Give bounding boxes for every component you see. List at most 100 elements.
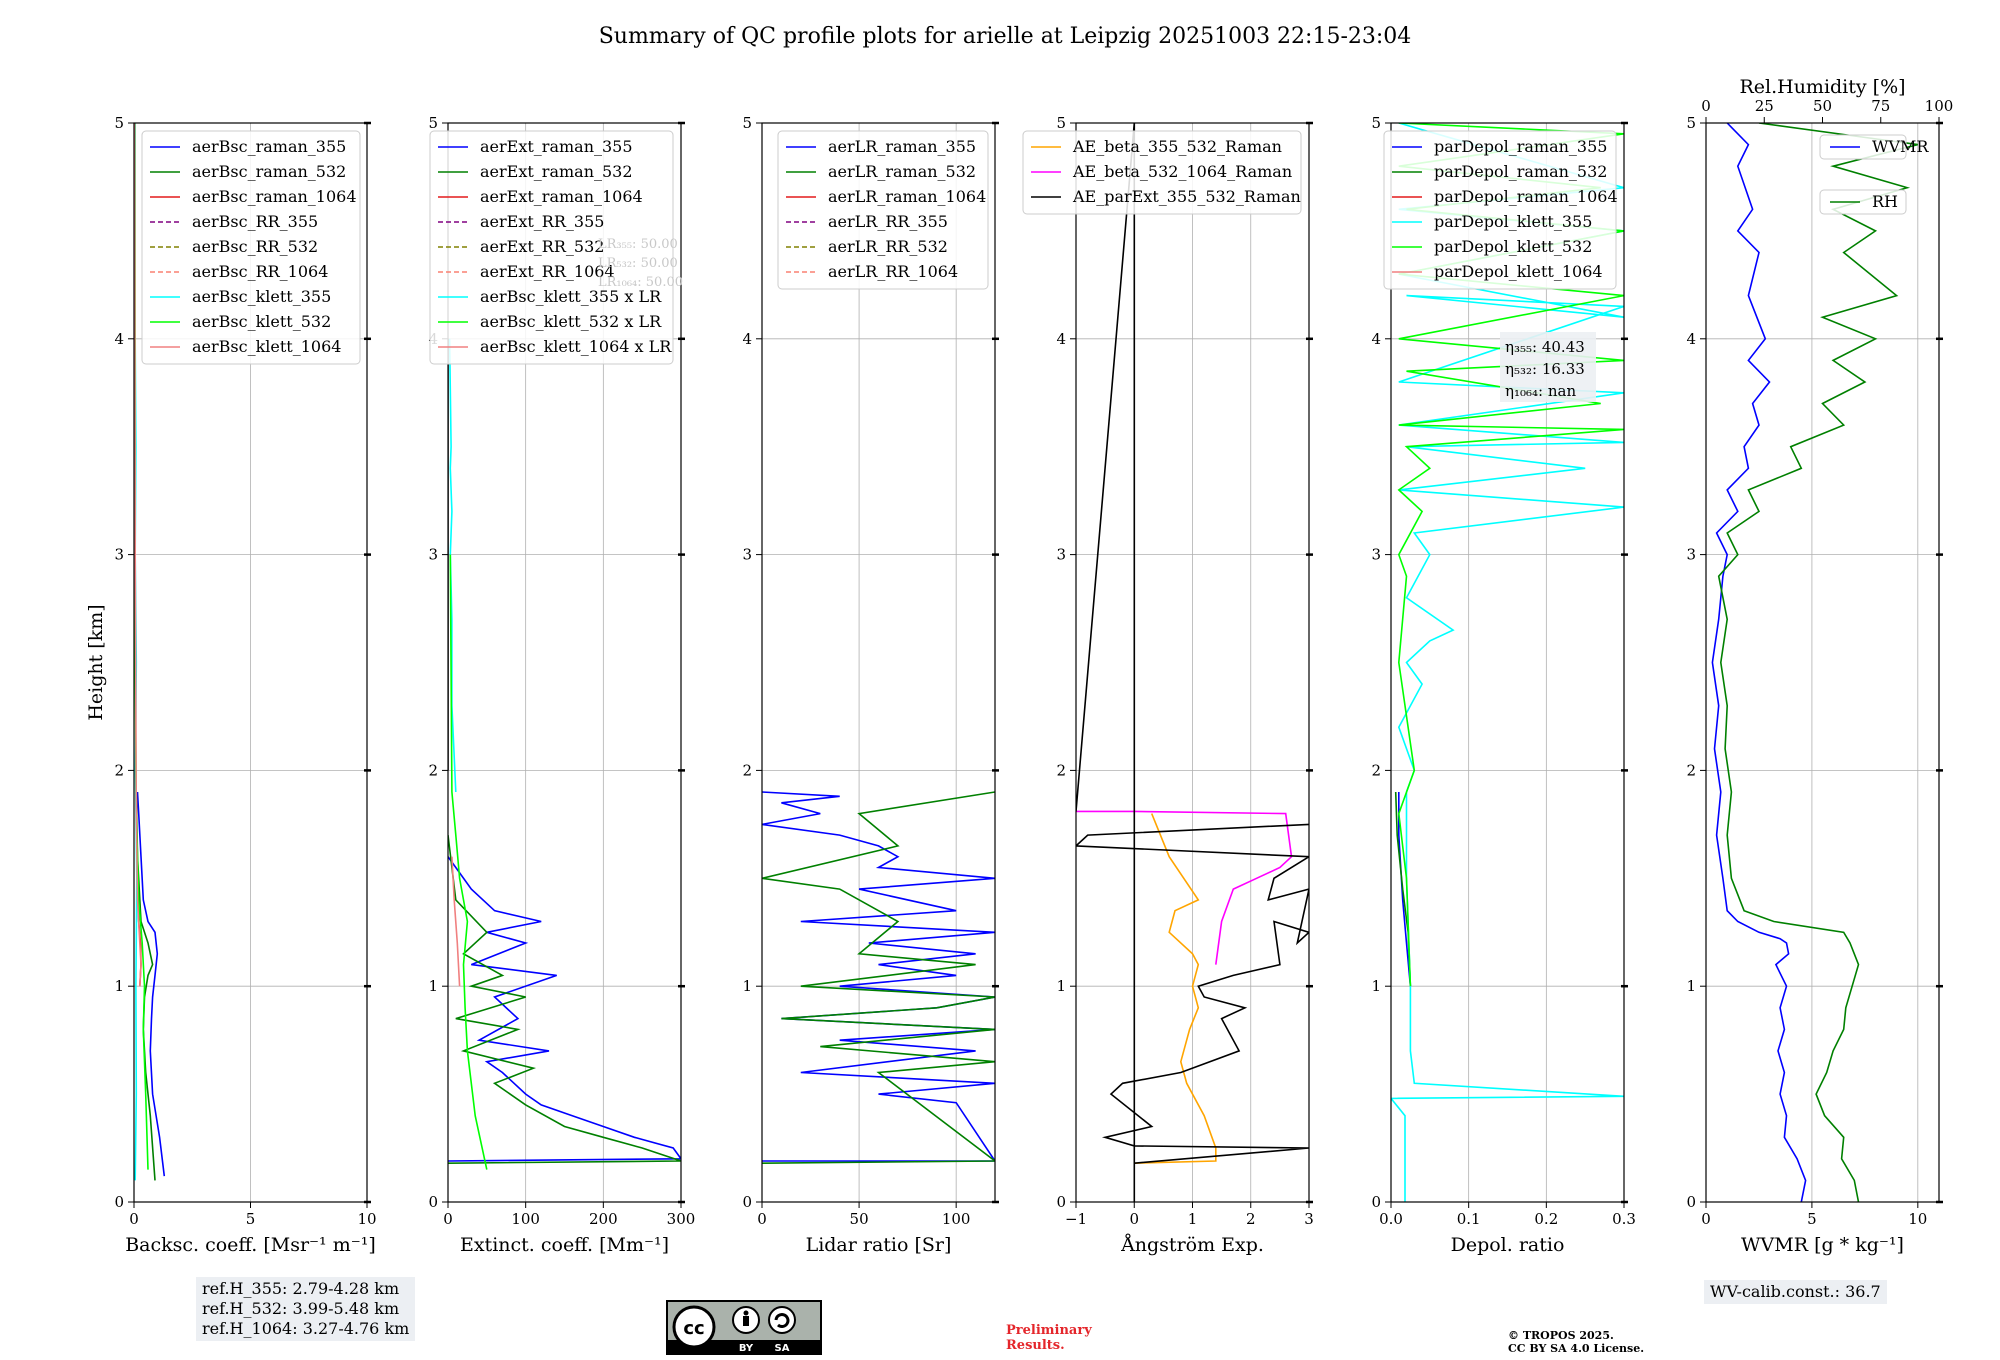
- legend-box: [1819, 189, 1907, 215]
- legend-label: aerExt_RR_1064: [480, 262, 615, 281]
- legend-label: aerBsc_klett_532: [192, 312, 331, 331]
- legend-label: aerBsc_RR_1064: [192, 262, 328, 281]
- series-group: [1076, 123, 1309, 1202]
- top-x-tick-label: 50: [1813, 97, 1832, 115]
- eta-note: η₅₃₂: 16.33: [1505, 360, 1585, 378]
- legend: AE_beta_355_532_Raman AE_beta_532_1064_Ra…: [1022, 130, 1302, 215]
- x-tick-label: 10: [1908, 1210, 1927, 1228]
- lidar-ratio-note: LR₃₅₅: 50.00: [598, 237, 678, 252]
- legend-label: aerBsc_klett_1064 x LR: [480, 337, 672, 356]
- series-line-aerExt_raman_355: [448, 856, 681, 1162]
- series-group: [134, 123, 166, 1181]
- x-tick-label: 0.0: [1379, 1210, 1403, 1228]
- top-x-tick-label: 0: [1701, 97, 1711, 115]
- legend-label: aerBsc_raman_532: [192, 162, 346, 181]
- series-group: [762, 791, 995, 1164]
- copyright-note: © TROPOS 2025. CC BY SA 4.0 License.: [1508, 1329, 1644, 1355]
- y-tick-label: 1: [1686, 977, 1696, 995]
- series-line-parDepol_klett_355: [1391, 123, 1624, 1202]
- y-tick-label: 2: [428, 761, 438, 779]
- y-tick-label: 2: [1056, 761, 1066, 779]
- copyright-line1: © TROPOS 2025.: [1508, 1329, 1614, 1342]
- legend-label: aerLR_RR_355: [828, 212, 948, 231]
- preliminary-results-note: Preliminary Results.: [1006, 1323, 1092, 1353]
- series-line-aerBsc_klett_532 x LR: [449, 554, 488, 1170]
- axes-frame: [1705, 122, 1940, 1203]
- y-tick-label: 0: [742, 1193, 752, 1211]
- axes-frame: [761, 122, 996, 1203]
- y-tick-label: 3: [428, 546, 438, 564]
- x-axis-label: Extinct. coeff. [Mm⁻¹]: [460, 1234, 669, 1256]
- legend-label: aerExt_RR_355: [480, 212, 604, 231]
- x-tick-label: 0: [1129, 1210, 1139, 1228]
- y-tick-label: 5: [428, 114, 438, 132]
- y-tick-label: 2: [1371, 761, 1381, 779]
- x-tick-label: −1: [1065, 1210, 1087, 1228]
- legend-label: RH: [1872, 192, 1898, 211]
- legend-label: aerExt_raman_355: [480, 137, 633, 156]
- legend: aerExt_raman_355 aerExt_raman_532 aerExt_r…: [429, 130, 674, 365]
- copyright-line2: CC BY SA 4.0 License.: [1508, 1342, 1645, 1355]
- legend-label: parDepol_raman_532: [1434, 162, 1607, 181]
- lidar-ratio-note: LR₁₀₆₄: 50.00: [598, 275, 683, 290]
- legend-label: aerExt_RR_532: [480, 237, 604, 256]
- legend-label: aerBsc_raman_1064: [192, 187, 357, 206]
- refh-355: ref.H_355: 2.79-4.28 km: [202, 1279, 400, 1298]
- legend-label: aerBsc_RR_355: [192, 212, 318, 231]
- y-tick-label: 0: [1371, 1193, 1381, 1211]
- y-tick-label: 0: [1056, 1193, 1066, 1211]
- x-tick-label: 100: [942, 1210, 971, 1228]
- x-tick-label: 1: [1188, 1210, 1198, 1228]
- legend: aerBsc_raman_355 aerBsc_raman_532 aerBsc_r…: [141, 130, 361, 365]
- x-axis-label: Lidar ratio [Sr]: [806, 1234, 952, 1256]
- series-line-AE_beta_532_1064_Raman: [1076, 810, 1293, 965]
- x-tick-label: 100: [511, 1210, 540, 1228]
- y-tick-label: 5: [1056, 114, 1066, 132]
- series-line-aerLR_raman_355: [762, 791, 995, 1162]
- x-axis-label: WVMR [g * kg⁻¹]: [1741, 1234, 1904, 1256]
- legend-label: aerExt_raman_1064: [480, 187, 643, 206]
- series-line-AE_parExt_355_532_Raman: [1076, 823, 1309, 1164]
- panel-bsc: 0 5 10 0 1 2 3 4 5 Backsc. coeff. [Msr⁻¹ m⁻¹] Heig…: [85, 114, 377, 1256]
- y-tick-label: 2: [114, 761, 124, 779]
- legend-label: aerBsc_klett_355: [192, 287, 331, 306]
- legend-box: [1383, 130, 1617, 290]
- y-tick-label: 1: [742, 977, 752, 995]
- x-tick-label: 0: [129, 1210, 139, 1228]
- legend: aerLR_raman_355 aerLR_raman_532 aerLR_rama…: [777, 130, 989, 290]
- legend-label: parDepol_klett_1064: [1434, 262, 1603, 281]
- svg-text:cc: cc: [683, 1318, 704, 1339]
- axes-frame: [1390, 122, 1625, 1203]
- legend-label: parDepol_klett_355: [1434, 212, 1592, 231]
- series-group: [1711, 123, 1918, 1202]
- y-tick-label: 2: [742, 761, 752, 779]
- y-tick-label: 4: [1056, 330, 1066, 348]
- cc-icon: [672, 1305, 716, 1349]
- y-axis-label: Height [km]: [85, 604, 107, 720]
- lidar-ratio-note: LR₅₃₂: 50.00: [598, 256, 678, 271]
- legend: WVMR RH: [1819, 134, 1929, 215]
- figure-title: Summary of QC profile plots for arielle …: [599, 24, 1412, 49]
- x-tick-label: 3: [1304, 1210, 1314, 1228]
- panel-depol: 0.0 0.1 0.2 0.3 0 1 2 3 4 5 Depol. ratio parDepol_r…: [1371, 114, 1635, 1256]
- top-x-tick-label: 25: [1755, 97, 1774, 115]
- legend-label: aerBsc_klett_355 x LR: [480, 287, 662, 306]
- legend-label: aerLR_raman_355: [828, 137, 976, 156]
- legend-label: aerBsc_RR_532: [192, 237, 318, 256]
- legend-box: [777, 130, 989, 290]
- eta-note: η₁₀₆₄: nan: [1505, 382, 1576, 400]
- legend-label: AE_beta_355_532_Raman: [1072, 137, 1282, 156]
- legend-label: parDepol_raman_1064: [1434, 187, 1618, 206]
- y-tick-label: 3: [1686, 546, 1696, 564]
- by-label: BY: [739, 1343, 754, 1354]
- panel-lr: 0 50 100 0 1 2 3 4 5 Lidar ratio [Sr] aerLR_raman_…: [742, 114, 999, 1256]
- x-tick-label: 0: [1701, 1210, 1711, 1228]
- y-tick-label: 5: [742, 114, 752, 132]
- eta-box: [1500, 332, 1596, 402]
- legend-label: aerLR_raman_1064: [828, 187, 986, 206]
- x-tick-label: 0.1: [1457, 1210, 1481, 1228]
- legend-label: aerExt_raman_532: [480, 162, 633, 181]
